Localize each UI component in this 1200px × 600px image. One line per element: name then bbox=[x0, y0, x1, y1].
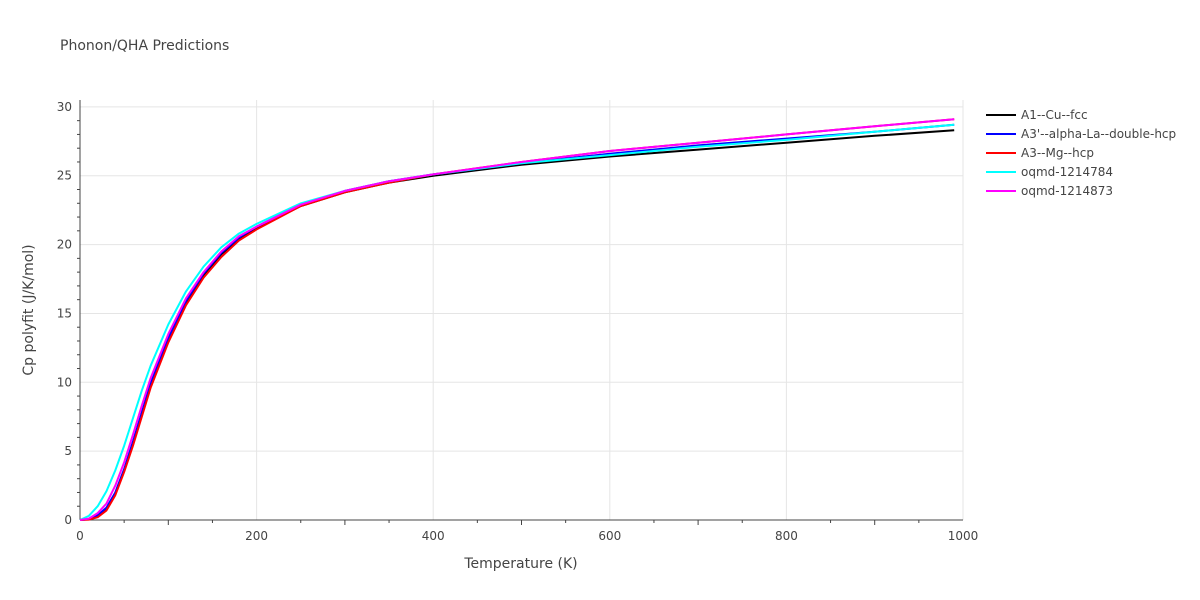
y-tick-label: 25 bbox=[57, 169, 72, 183]
series-line-A1--Cu--fcc bbox=[79, 129, 955, 521]
y-axis-title: Cp polyfit (J/K/mol) bbox=[21, 244, 37, 375]
y-tick-label: 5 bbox=[64, 444, 72, 458]
axes: 0 200 400 600 800 1000 0 5 10 15 20 25 30 bbox=[57, 100, 979, 543]
legend-label: A3--Mg--hcp bbox=[1021, 146, 1094, 160]
x-tick-label: 600 bbox=[598, 529, 621, 543]
x-tick-label: 800 bbox=[775, 529, 798, 543]
legend-item[interactable]: A3--Mg--hcp bbox=[986, 146, 1094, 160]
legend-item[interactable]: oqmd-1214873 bbox=[986, 184, 1113, 198]
x-tick-label: 1000 bbox=[948, 529, 979, 543]
legend-label: oqmd-1214784 bbox=[1021, 165, 1113, 179]
y-tick-label: 15 bbox=[57, 306, 72, 320]
series-line-oqmd-1214784 bbox=[79, 123, 955, 521]
x-tick-label: 400 bbox=[422, 529, 445, 543]
grid bbox=[80, 100, 964, 520]
y-tick-label: 20 bbox=[57, 238, 72, 252]
y-tick-label: 30 bbox=[57, 100, 72, 114]
legend-label: oqmd-1214873 bbox=[1021, 184, 1113, 198]
legend-label: A3'--alpha-La--double-hcp bbox=[1021, 127, 1176, 141]
legend-item[interactable]: A1--Cu--fcc bbox=[986, 108, 1088, 122]
y-tick-label: 10 bbox=[57, 375, 72, 389]
series-line-oqmd-1214873 bbox=[79, 118, 955, 521]
x-axis-title: Temperature (K) bbox=[463, 556, 577, 572]
legend-item[interactable]: A3'--alpha-La--double-hcp bbox=[986, 127, 1176, 141]
legend: A1--Cu--fcc A3'--alpha-La--double-hcp A3--… bbox=[986, 108, 1176, 198]
x-tick-label: 200 bbox=[245, 529, 268, 543]
plot-area bbox=[79, 118, 955, 521]
chart-title: Phonon/QHA Predictions bbox=[60, 38, 229, 54]
legend-label: A1--Cu--fcc bbox=[1021, 108, 1088, 122]
legend-item[interactable]: oqmd-1214784 bbox=[986, 165, 1113, 179]
series-line-A3--Mg--hcp bbox=[79, 118, 955, 521]
x-tick-label: 0 bbox=[76, 529, 84, 543]
series-line-A3'--alpha-La--double-hcp bbox=[79, 123, 955, 521]
y-tick-label: 0 bbox=[64, 513, 72, 527]
